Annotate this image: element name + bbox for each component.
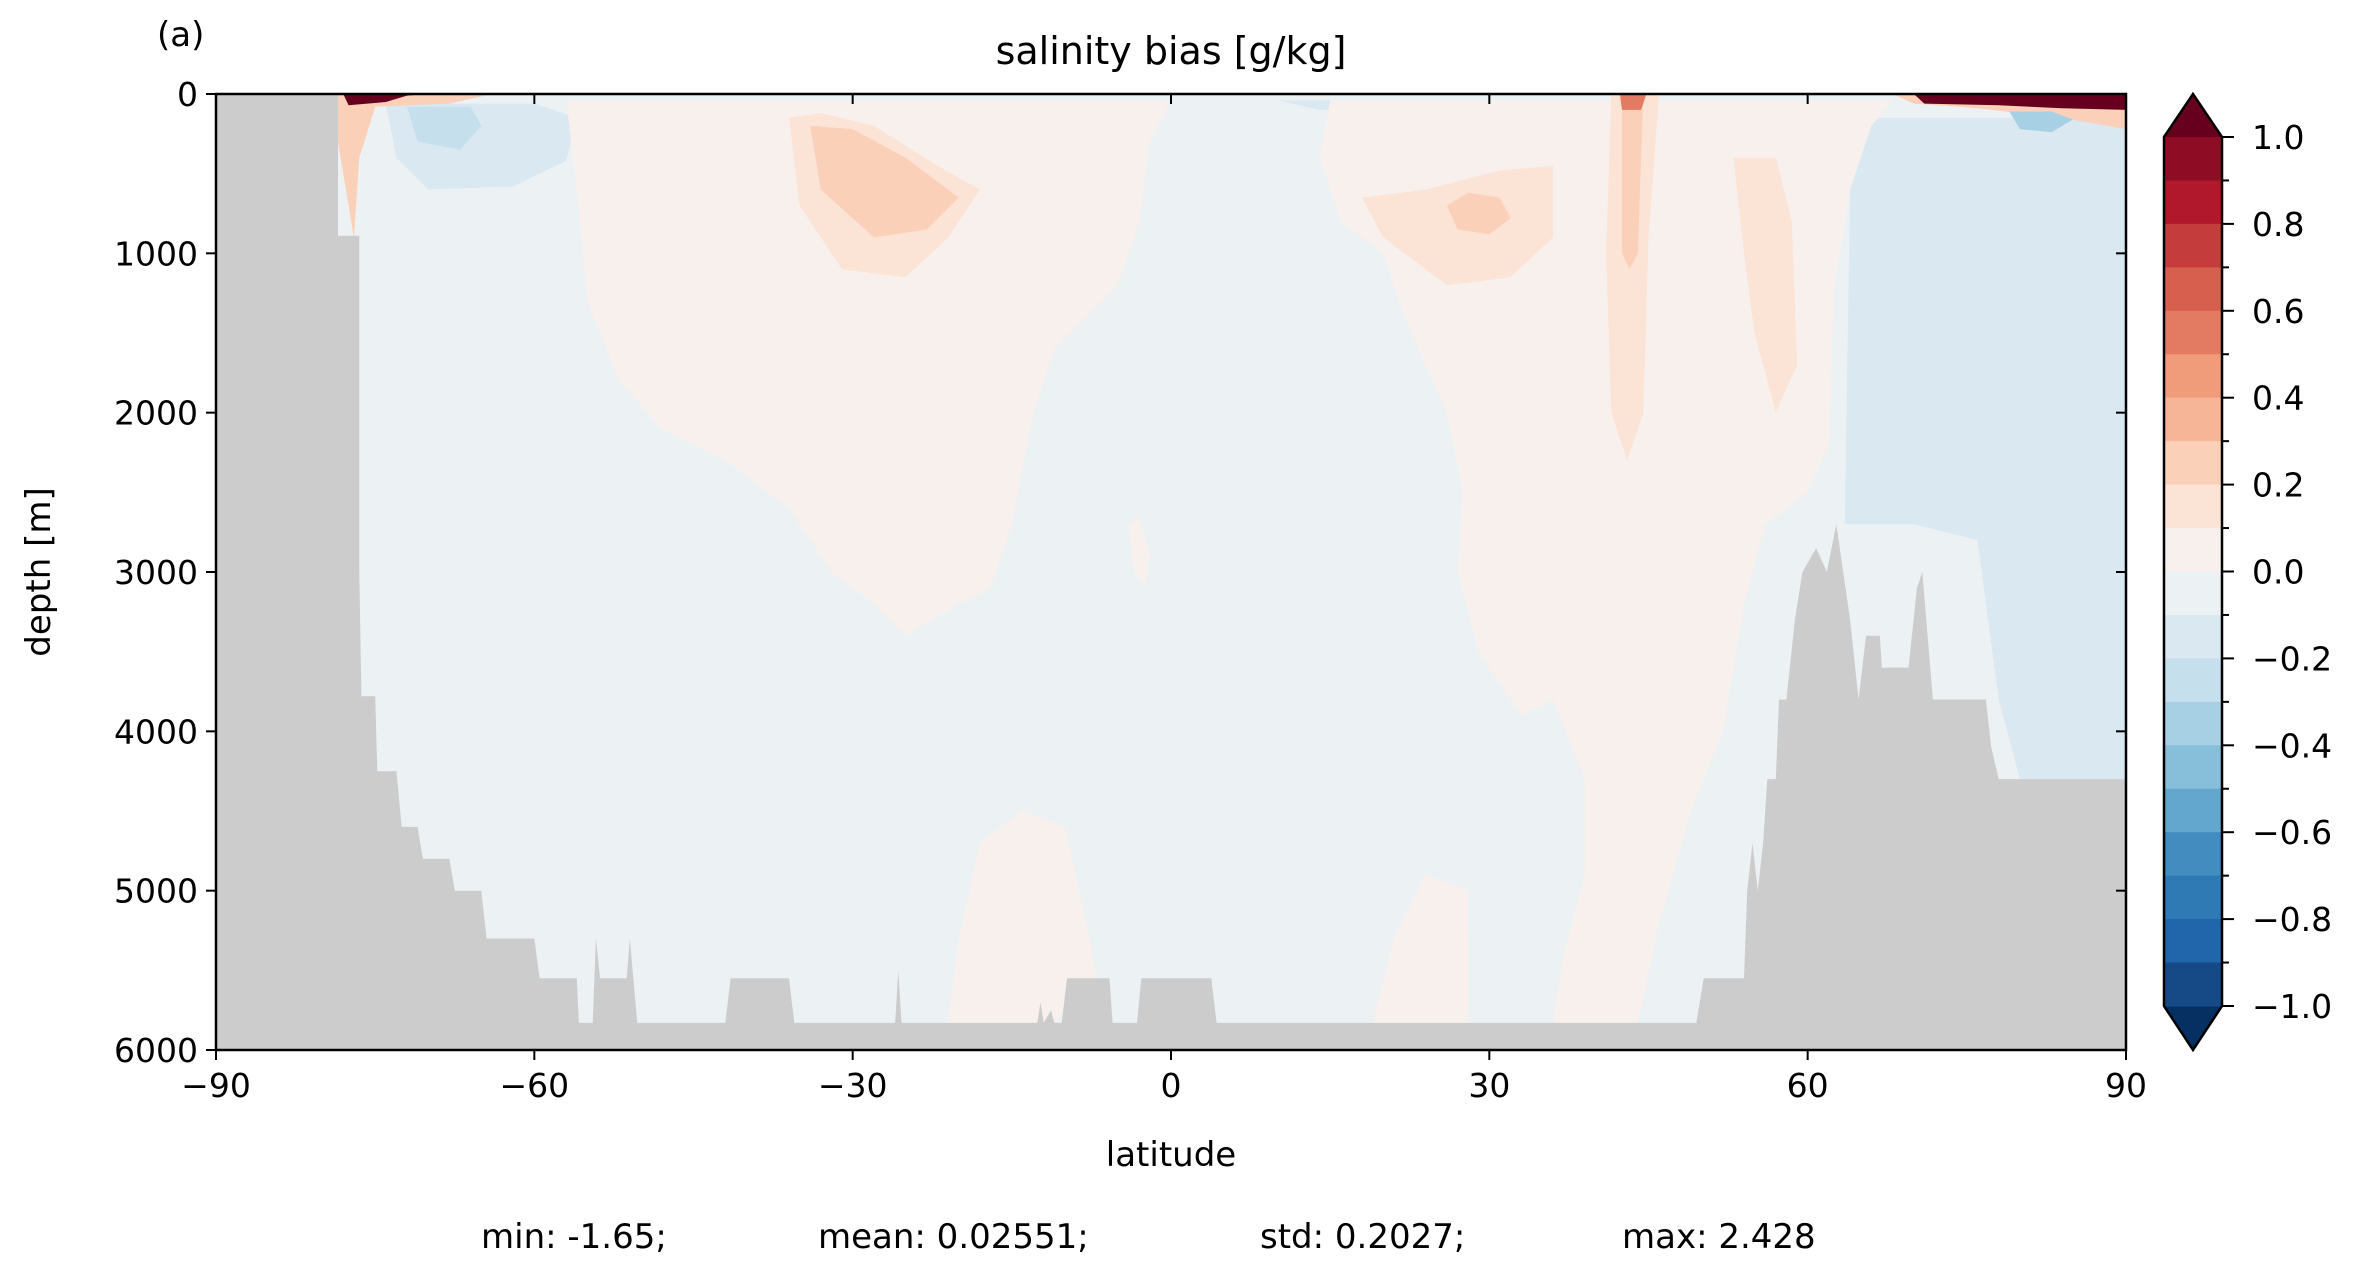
- colorbar-band: [2164, 528, 2222, 573]
- contour-level-0.2-0.3: [810, 125, 959, 238]
- colorbar-tick-label: 0.6: [2252, 292, 2304, 331]
- colorbar-tick-label: −0.4: [2252, 726, 2332, 765]
- colorbar-band: [2164, 962, 2222, 1007]
- contour-field: [216, 94, 2126, 1050]
- contour-level-0.2-0.3: [1446, 192, 1511, 235]
- colorbar-tick-label: 0.2: [2252, 466, 2304, 505]
- y-tick-label: 6000: [114, 1031, 198, 1070]
- contour-level-0-0.1: [1372, 874, 1469, 1023]
- plot-axes: −90 −60 −30 0 30 60 90 0 1000 2000 3000 4000 5000 600…: [114, 75, 2147, 1105]
- stat-max: max: 2.428: [1622, 1217, 1816, 1257]
- colorbar-band: [2164, 614, 2222, 659]
- y-tick-label: 1000: [114, 234, 198, 273]
- contour-level-0.2-0.3: [1622, 94, 1644, 270]
- stat-min: min: -1.65;: [481, 1217, 667, 1257]
- colorbar-tick-label: −1.0: [2252, 987, 2332, 1026]
- colorbar-band: [2164, 180, 2222, 225]
- y-tick-label: 2000: [114, 394, 198, 433]
- colorbar-extend-min: [2164, 1006, 2222, 1050]
- colorbar-band: [2164, 571, 2222, 616]
- colorbar-band: [2164, 745, 2222, 790]
- colorbar-tick-label: −0.2: [2252, 639, 2332, 678]
- x-axis-label: latitude: [1106, 1135, 1236, 1175]
- contour-level-over: [343, 94, 429, 106]
- colorbar-band: [2164, 397, 2222, 442]
- x-tick-label: −30: [818, 1066, 888, 1105]
- y-tick-label: 3000: [114, 553, 198, 592]
- contour-level-neg0.3-neg0.2: [407, 106, 482, 150]
- y-axis-label: depth [m]: [19, 487, 59, 656]
- x-tick-label: 0: [1161, 1066, 1182, 1105]
- colorbar-band: [2164, 223, 2222, 268]
- chart-title: salinity bias [g/kg]: [996, 29, 1347, 73]
- colorbar-tick-label: 1.0: [2252, 118, 2304, 157]
- x-tick-label: 30: [1468, 1066, 1510, 1105]
- stat-mean: mean: 0.02551;: [818, 1217, 1089, 1257]
- contour-level-0-0.1: [1128, 516, 1150, 588]
- colorbar-band: [2164, 441, 2222, 486]
- colorbar-band: [2164, 701, 2222, 746]
- x-tick-label: −90: [181, 1066, 251, 1105]
- colorbar-band: [2164, 658, 2222, 703]
- colorbar-tick-label: −0.6: [2252, 813, 2332, 852]
- x-tick-label: −60: [500, 1066, 570, 1105]
- contour-level-0-0.1: [948, 811, 1097, 1023]
- contour-level-0.1-0.2: [1733, 157, 1798, 413]
- colorbar-band: [2164, 137, 2222, 182]
- x-tick-label: 60: [1787, 1066, 1829, 1105]
- colorbar-band: [2164, 788, 2222, 833]
- panel-label: (a): [157, 15, 204, 55]
- contour-level-0.1-0.2: [1606, 94, 1660, 461]
- colorbar-band: [2164, 875, 2222, 920]
- colorbar-band: [2164, 354, 2222, 399]
- colorbar: 1.0 0.8 0.6 0.4 0.2 0.0 −0.2 −0.4 −0.6 −0.8 −1.0: [2162, 91, 2332, 1053]
- y-tick-label: 4000: [114, 712, 198, 751]
- colorbar-band: [2164, 919, 2222, 964]
- colorbar-band: [2164, 267, 2222, 312]
- contour-level-over: [1913, 94, 2126, 110]
- stat-std: std: 0.2027;: [1260, 1217, 1465, 1257]
- y-tick-label: 0: [177, 75, 198, 114]
- contour-level-0-0.1: [566, 100, 1171, 636]
- colorbar-tick-label: 0.4: [2252, 379, 2304, 418]
- y-tick-label: 5000: [114, 872, 198, 911]
- contour-level-0.5-0.6: [1619, 94, 1647, 110]
- colorbar-tick-label: 0.0: [2252, 553, 2304, 592]
- colorbar-extend-max: [2164, 94, 2222, 137]
- contour-level-neg0.2-neg0.1: [1839, 117, 2126, 780]
- contour-level-0-0.1: [1319, 100, 1893, 1023]
- colorbar-tick-label: −0.8: [2252, 900, 2332, 939]
- contour-level-neg0.4-neg0.3: [2009, 111, 2073, 133]
- colorbar-band: [2164, 484, 2222, 529]
- contour-level-0.2-0.3: [338, 94, 492, 238]
- colorbar-tick-label: 0.8: [2252, 205, 2304, 244]
- colorbar-band: [2164, 832, 2222, 877]
- ocean-floor-land-mask: [216, 94, 2126, 1050]
- x-tick-label: 90: [2105, 1066, 2147, 1105]
- colorbar-band: [2164, 310, 2222, 355]
